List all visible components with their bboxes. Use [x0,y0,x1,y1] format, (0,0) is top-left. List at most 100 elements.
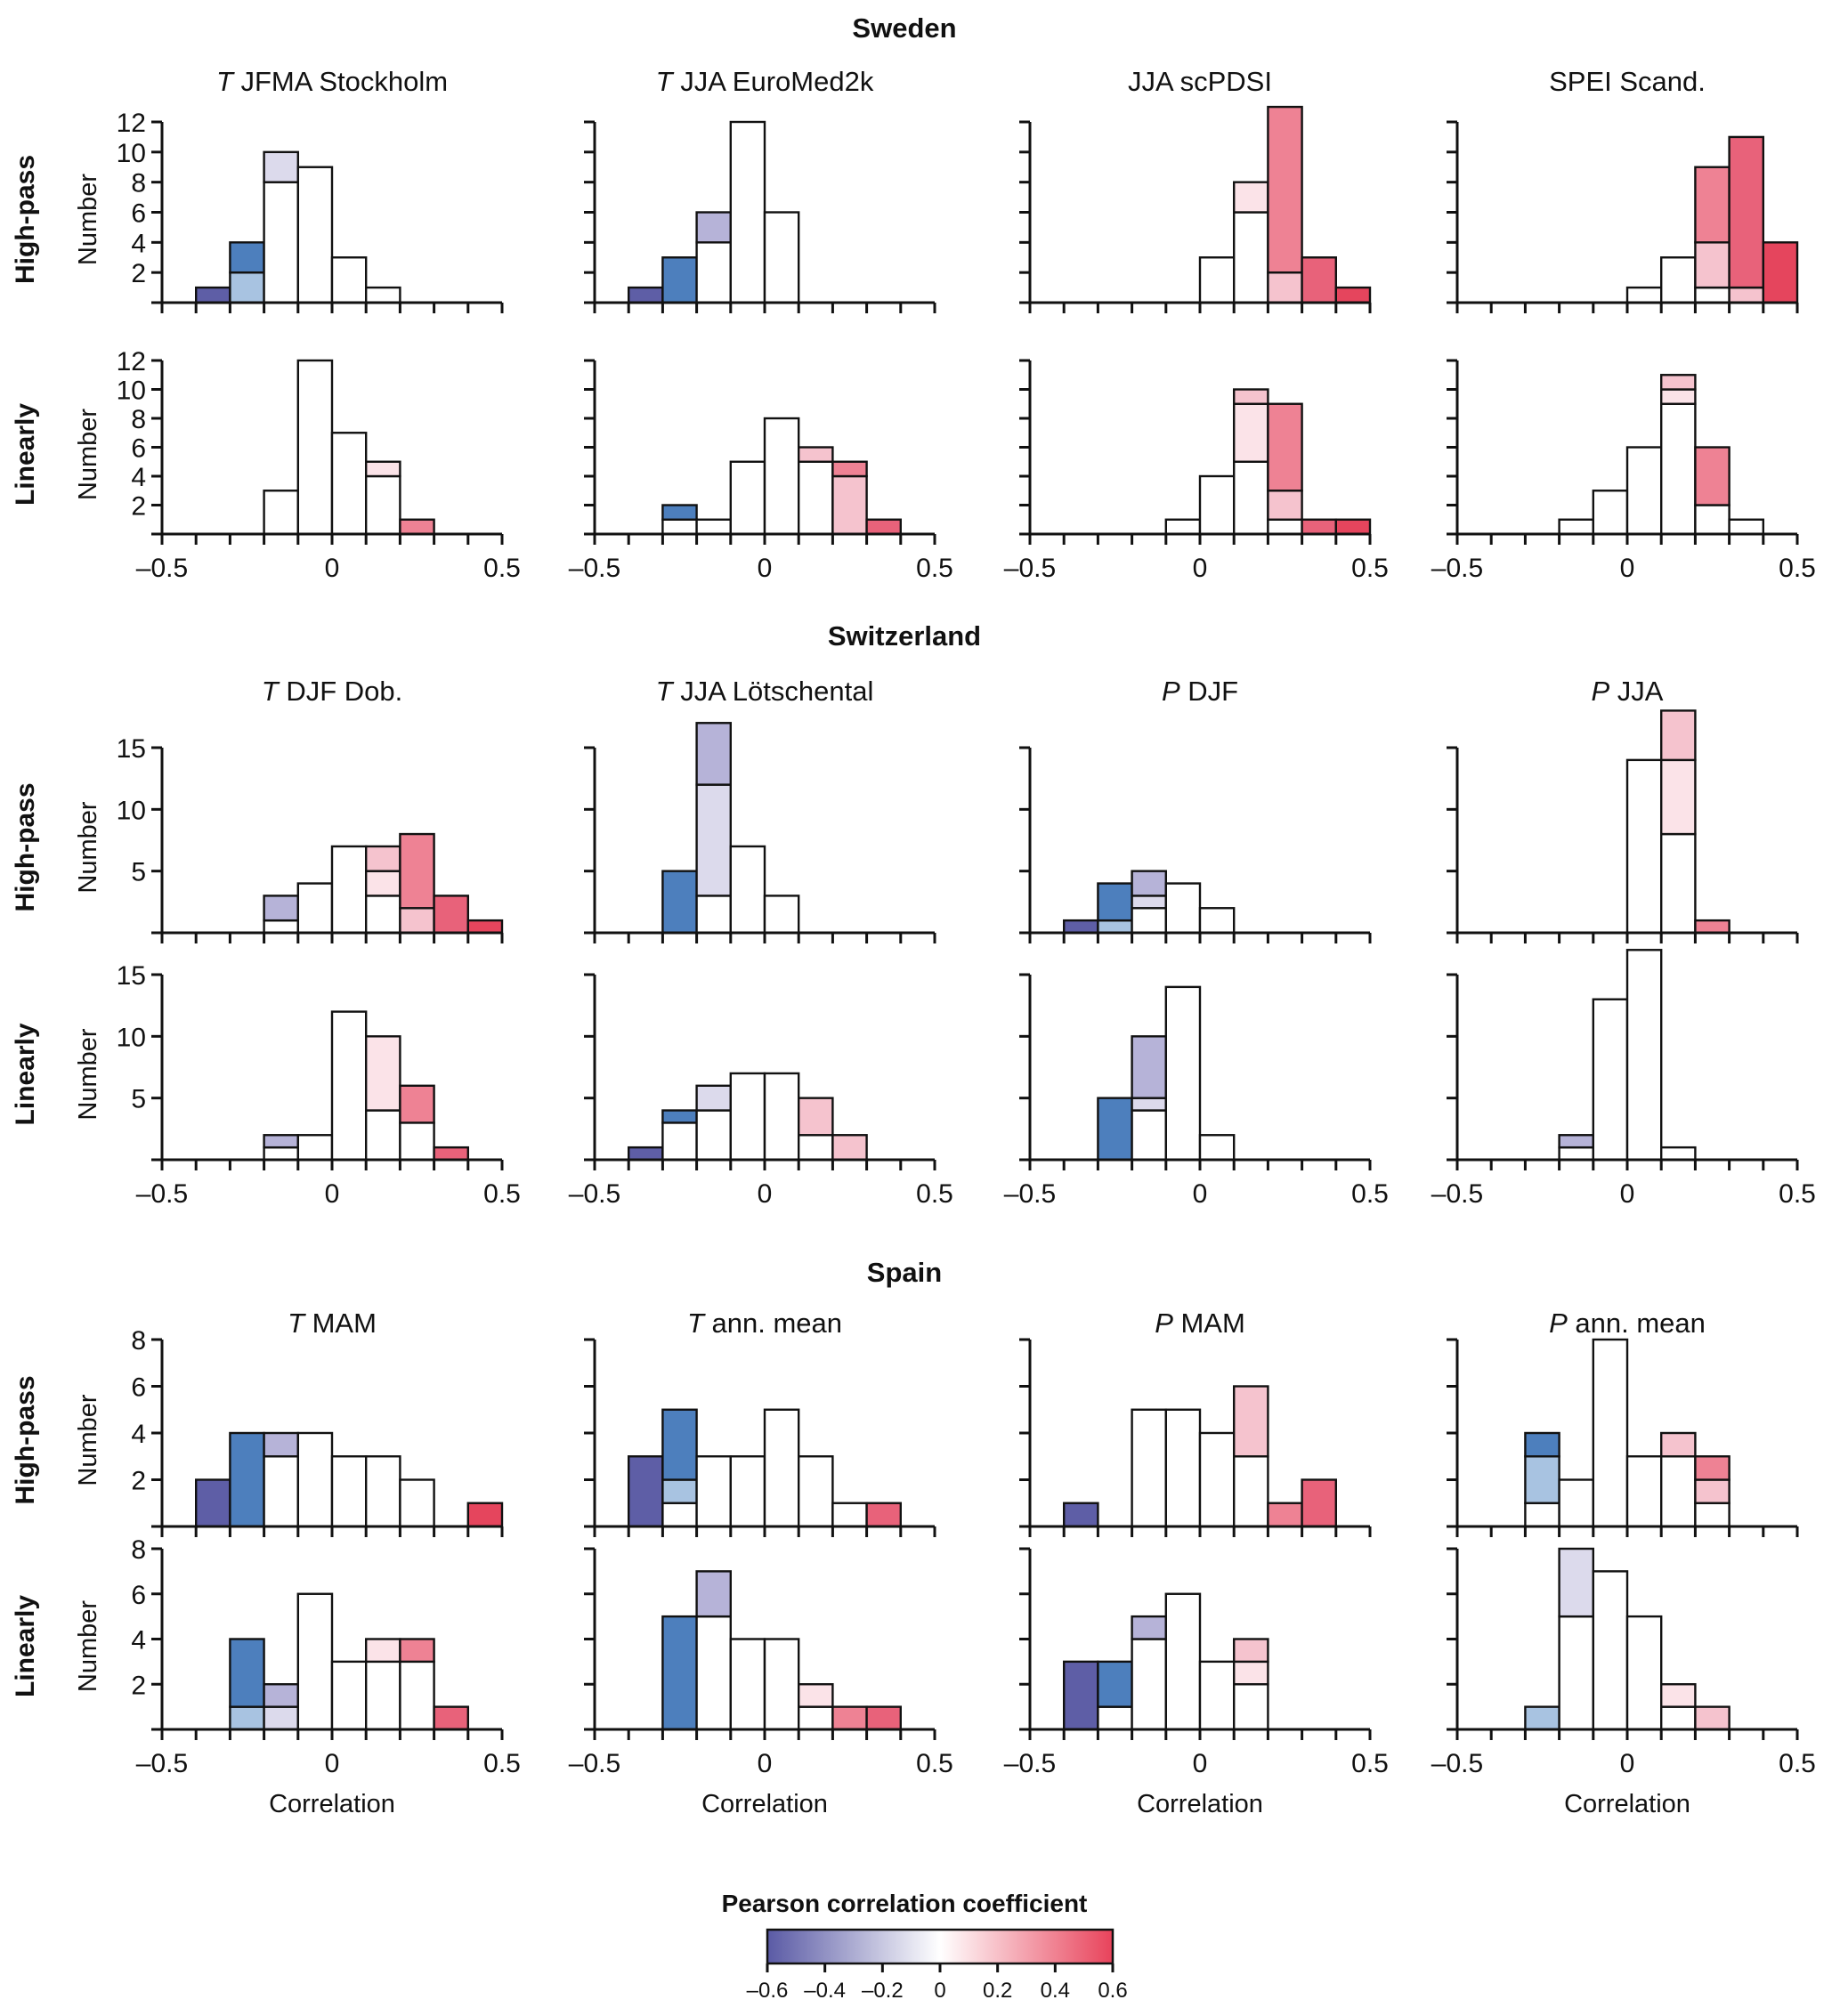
row-label-highpass: High-pass [11,782,40,911]
histogram-bar-segment [1694,166,1731,244]
x-tick-label: 0 [1620,1749,1635,1778]
y-tick-label: 6 [131,434,146,464]
histogram-bar-segment [399,1638,435,1664]
histogram-bar-segment [763,1638,800,1731]
histogram-bar-segment [1301,1478,1337,1528]
panel: T ann. mean –0.5 0 0.5 Correlation [569,1308,953,1818]
histogram-bar-segment [466,919,504,935]
histogram-bar-segment [1558,518,1594,536]
section-switzerland: Switzerland High-pass Number Linearly Number… [11,620,1816,1209]
panel-title: T JJA EuroMed2k [656,66,874,97]
histogram-bar-segment [798,1097,834,1137]
panel-title: T MAM [288,1308,377,1339]
x-tick-label: 0 [1193,554,1208,583]
histogram-bar-segment [1659,1455,1697,1528]
panel-title: SPEI Scand. [1549,66,1706,97]
histogram-bar-segment [1131,895,1167,910]
x-tick-label: 0 [325,1749,340,1778]
histogram-bar-segment [1198,1134,1236,1162]
histogram-bar-segment [365,895,401,935]
histogram-bar-segment [1728,135,1764,289]
section-title: Sweden [852,12,956,44]
histogram-bar-segment [330,1010,368,1162]
subplot-highpass [584,722,936,943]
y-tick-label: 2 [131,259,146,288]
histogram-bar-segment [1558,1478,1594,1528]
histogram-bar-segment [865,1502,902,1528]
histogram-bar-segment [831,460,868,478]
histogram-bar-segment [263,181,300,304]
histogram-bar-segment [1131,1097,1167,1112]
subplot-highpass: 2 4 6 8 [131,1326,504,1537]
histogram-bar-segment [433,895,470,935]
histogram-bar-segment [1232,181,1269,214]
panel-title: JJA scPDSI [1128,66,1272,97]
histogram-bar-segment [1659,832,1697,935]
histogram-bar-segment [661,1408,698,1481]
histogram-bar-segment [695,1109,732,1162]
histogram-bar-segment [1694,1478,1731,1504]
histogram-grid: Sweden High-pass Number Linearly Number T JFM… [11,12,1816,1818]
colorbar-tick-label: 0.6 [1098,1979,1127,2003]
histogram-bar-segment [1062,1660,1099,1731]
colorbar-tick-label: –0.6 [747,1979,789,2003]
histogram-bar-segment [1592,1570,1629,1731]
panel: P MAM –0.5 0 0.5 Correlation [1004,1308,1389,1818]
histogram-bar-segment [1097,919,1133,935]
x-tick-label: –0.5 [1004,554,1056,583]
histogram-bar-segment [1198,1431,1236,1528]
x-tick-label: 0 [758,554,773,583]
histogram-bar-segment [365,474,401,536]
colorbar-tick-label: 0.4 [1041,1979,1070,2003]
colorbar-tick-label: 0.2 [983,1979,1012,2003]
histogram-bar-segment [729,1638,766,1731]
histogram-bar-segment [1694,446,1731,506]
histogram-bar-segment [365,1660,401,1731]
histogram-bar-segment [365,286,401,304]
row-label-highpass: High-pass [11,155,40,284]
panel-title: P JJA [1592,676,1664,707]
histogram-bar-segment [763,417,800,536]
x-tick-label: 0.5 [1779,1749,1816,1778]
histogram-bar-segment [628,1146,664,1162]
histogram-bar-segment [1267,271,1303,304]
histogram-bar-segment [399,1084,435,1124]
y-tick-label: 10 [117,796,146,825]
histogram-bar-segment [798,1134,834,1162]
histogram-bar-segment [628,286,664,304]
histogram-bar-segment [330,256,368,304]
histogram-bar-segment [1097,1660,1133,1708]
histogram-bar-segment [399,1121,435,1162]
histogram-bar-segment [729,845,766,935]
panel: SPEI Scand. –0.5 0 0.5 [1431,66,1816,583]
histogram-bar-segment [1097,1097,1133,1162]
x-tick-label: –0.5 [1431,554,1483,583]
row-label-highpass: High-pass [11,1375,40,1504]
histogram-bar-segment [661,1109,698,1124]
x-tick-label: –0.5 [136,1749,188,1778]
subplot-linear: –0.5 0 0.5 [1431,949,1816,1209]
y-axis-label: Number [74,1600,102,1692]
subplot-linear: –0.5 0 0.5 [1004,359,1389,583]
histogram-bar-segment [1301,256,1337,304]
histogram-bar-segment [1164,1408,1202,1528]
histogram-bar-segment [798,1683,834,1708]
histogram-bar-segment [1267,490,1303,521]
panel: P JJA –0.5 0 0.5 [1431,676,1816,1209]
histogram-bar-segment [1625,286,1663,304]
y-tick-label: 8 [131,1535,146,1565]
histogram-bar-segment [1659,256,1697,304]
histogram-bar-segment [695,211,732,244]
y-tick-label: 6 [131,199,146,229]
panel-title: T DJF Dob. [262,676,402,707]
histogram-bar-segment [1131,1615,1167,1640]
histogram-bar-segment [1131,1638,1167,1731]
histogram-bar-segment [263,1146,300,1162]
histogram-bar-segment [1659,1431,1697,1458]
histogram-bar-segment [296,359,334,536]
x-tick-label: –0.5 [569,554,620,583]
histogram-bar-segment [1625,446,1663,536]
